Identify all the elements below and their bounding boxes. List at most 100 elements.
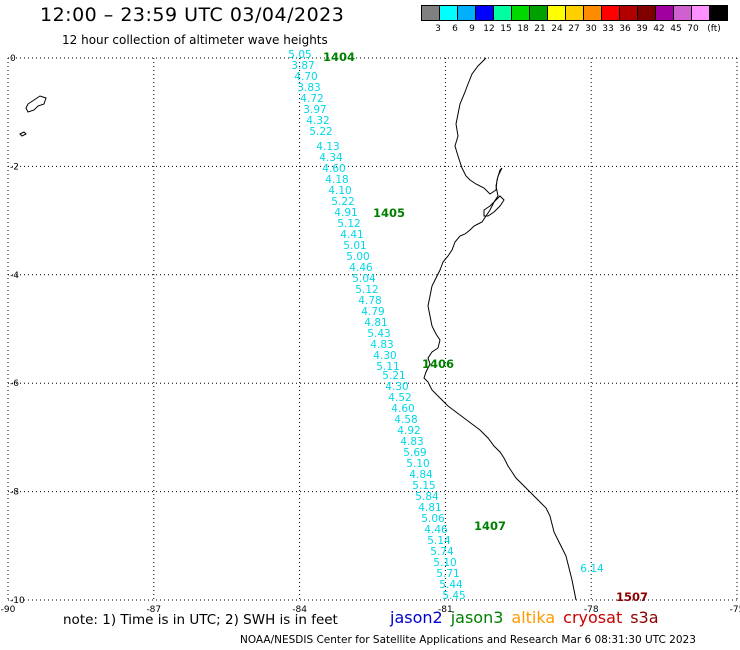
x-tick-label: -81 (438, 605, 453, 615)
coastline (19, 57, 577, 601)
legend-tick-label: (ft) (707, 24, 721, 34)
swh-value: 5.15 (412, 480, 435, 492)
swh-value: 4.60 (391, 403, 414, 415)
swh-value: 4.83 (400, 436, 423, 448)
legend-tick-label: 9 (469, 24, 475, 34)
legend-ticks: 3 6 9 12 15 18 21 24 27 30 33 36 39 42 45 70 (ft) (422, 24, 728, 36)
swh-value: 4.18 (325, 174, 348, 186)
mission-s3a: s3a (630, 608, 659, 627)
pass-label: 1404 (323, 50, 355, 64)
swh-value: 6.14 (580, 563, 604, 575)
galapagos-island-small (19, 131, 27, 137)
mission-altika: altika (511, 608, 556, 627)
mission-legend: jason2 jason3 altika cryosat s3a (390, 608, 667, 627)
mission-jason3: jason3 (450, 608, 504, 627)
legend-tick-label: 6 (452, 24, 458, 34)
legend-tick-label: 24 (551, 24, 563, 34)
swh-value: 5.12 (337, 218, 360, 230)
swh-value: 4.52 (388, 392, 411, 404)
legend-tick-label: 36 (619, 24, 631, 34)
y-tick-label: -4 (10, 271, 19, 281)
x-tick-label: -90 (1, 605, 16, 615)
legend-tick-label: 21 (534, 24, 546, 34)
swh-value: 5.11 (376, 361, 399, 373)
swh-value: 4.79 (361, 306, 384, 318)
swh-value: 4.91 (334, 207, 357, 219)
swh-value: 4.32 (306, 115, 329, 127)
swh-value: 5.44 (439, 579, 463, 591)
swh-value: 5.00 (346, 251, 369, 263)
swh-value: 4.58 (394, 414, 417, 426)
swh-value: 5.22 (309, 126, 332, 138)
swh-value: 5.84 (415, 491, 439, 503)
legend-tick-label: 18 (517, 24, 529, 34)
swh-value: 4.46 (424, 524, 448, 536)
y-tick-label: -8 (10, 488, 19, 498)
swh-value: 5.04 (352, 273, 376, 285)
swh-value: 5.21 (382, 370, 405, 382)
color-legend: 3 6 9 12 15 18 21 24 27 30 33 36 39 42 45 70 (ft) (421, 5, 728, 36)
mission-jason2: jason2 (390, 608, 443, 627)
footer-note: note: 1) Time is in UTC; 2) SWH is in fe… (63, 612, 338, 628)
swh-value: 5.14 (427, 535, 451, 547)
coastline-mainland (423, 57, 577, 601)
swh-value: 4.78 (358, 295, 381, 307)
legend-tick-label: 70 (687, 24, 699, 34)
legend-swatch (709, 5, 728, 21)
legend-swatches (421, 5, 728, 21)
swh-value: 4.41 (340, 229, 363, 241)
swh-value: 4.92 (397, 425, 420, 437)
swh-value: 5.01 (343, 240, 366, 252)
swh-value: 4.84 (409, 469, 433, 481)
swh-value: 4.30 (373, 350, 396, 362)
swh-value: 3.83 (297, 82, 320, 94)
legend-tick-label: 33 (602, 24, 614, 34)
x-tick-label: -75 (730, 605, 740, 615)
footer-credit: NOAA/NESDIS Center for Satellite Applica… (240, 634, 696, 646)
swh-value: 5.45 (442, 590, 465, 602)
pass-labels: 1404 1405 1406 1407 1507 (323, 50, 648, 604)
swh-value: 4.70 (294, 71, 317, 83)
x-tick-label: -84 (292, 605, 307, 615)
altimeter-track: 5.053.874.703.834.723.974.325.224.134.34… (288, 49, 604, 602)
pass-label: 1507 (616, 590, 648, 604)
y-tick-label: 0 (10, 54, 16, 64)
swh-value: 5.43 (367, 328, 390, 340)
x-tick-label: -87 (146, 605, 161, 615)
y-tick-label: -10 (10, 596, 25, 606)
legend-tick-label: 27 (568, 24, 580, 34)
legend-tick-label: 30 (585, 24, 597, 34)
swh-value: 4.10 (328, 185, 351, 197)
swh-value: 4.83 (370, 339, 393, 351)
map-title: 12:00 – 23:59 UTC 03/04/2023 (40, 4, 345, 26)
legend-tick-label: 3 (435, 24, 441, 34)
swh-value: 5.69 (403, 447, 426, 459)
swh-value: 5.06 (421, 513, 445, 525)
galapagos-island-main (25, 95, 47, 113)
swh-value: 4.13 (316, 141, 339, 153)
swh-value: 5.10 (433, 557, 456, 569)
swh-value: 5.22 (331, 196, 354, 208)
swh-value: 4.81 (418, 502, 441, 514)
pass-label: 1407 (474, 519, 506, 533)
swh-value: 4.81 (364, 317, 387, 329)
pass-label: 1405 (373, 206, 405, 220)
swh-value: 3.97 (303, 104, 326, 116)
y-tick-label: -6 (10, 379, 19, 389)
legend-tick-label: 15 (500, 24, 512, 34)
legend-tick-label: 12 (483, 24, 495, 34)
y-tick-label: -2 (10, 162, 19, 172)
mission-cryosat: cryosat (563, 608, 623, 627)
swh-value: 5.05 (288, 49, 311, 61)
swh-value: 4.60 (322, 163, 345, 175)
swh-value: 5.71 (436, 568, 459, 580)
swh-value: 5.74 (430, 546, 454, 558)
swh-value: 4.30 (385, 381, 408, 393)
swh-value: 4.46 (349, 262, 373, 274)
coastline-gulf-island (483, 195, 505, 217)
legend-tick-label: 42 (653, 24, 665, 34)
x-tick-label: -78 (584, 605, 599, 615)
swh-value: 3.87 (291, 60, 314, 72)
legend-tick-label: 45 (670, 24, 682, 34)
